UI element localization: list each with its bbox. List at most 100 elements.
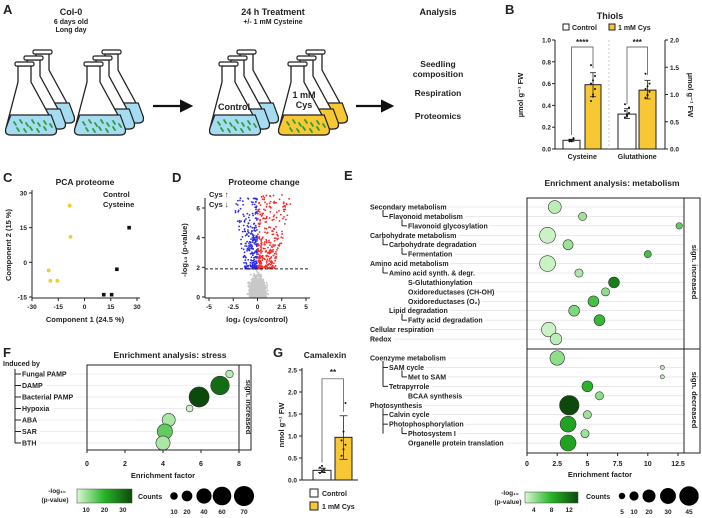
x-axis-label: Component 1 (24.5 %) <box>46 315 125 324</box>
data-point-down <box>250 256 253 259</box>
seedling <box>88 119 92 124</box>
size-legend-circle <box>660 488 676 504</box>
data-point-up <box>288 197 290 200</box>
size-legend-label: 30 <box>664 509 672 516</box>
seedling <box>247 120 251 125</box>
data-point-up <box>276 248 278 251</box>
data-point-up <box>267 267 270 270</box>
data-point-up <box>269 261 272 264</box>
y-tick-label: 30 <box>20 191 28 198</box>
data-point-down <box>254 224 257 227</box>
bubble <box>559 434 577 452</box>
data-point-down <box>248 244 250 247</box>
category-label: S-Glutathionylation <box>408 280 473 287</box>
data-point-down <box>245 218 247 220</box>
data-point-down <box>241 200 244 203</box>
data-point-down <box>248 247 251 250</box>
data-point-up <box>261 214 264 216</box>
data-point-ns <box>252 279 255 282</box>
data-point-down <box>243 215 245 218</box>
seedling <box>241 122 245 127</box>
flask-group-cysteine-front <box>277 61 331 136</box>
data-point-down <box>245 263 248 265</box>
data-point-down <box>246 224 249 227</box>
data-point-up <box>257 266 260 269</box>
data-point-up <box>269 200 272 203</box>
seedling <box>298 122 302 127</box>
data-point-up <box>282 201 285 204</box>
data-point-down <box>250 201 253 203</box>
data-point-down <box>255 208 257 211</box>
x-axis-label: Enrichment factor <box>568 470 632 479</box>
data-point-ns <box>255 284 258 287</box>
data-point <box>644 72 647 75</box>
seedling <box>309 128 313 133</box>
data-point-down <box>254 213 257 215</box>
size-legend-title: Counts <box>586 494 610 501</box>
size-legend-label: 5 <box>620 509 624 516</box>
data-point-down <box>256 235 258 238</box>
y-tick-label: 15 <box>20 225 28 232</box>
legend-swatch-cys <box>608 23 616 31</box>
data-point-up <box>260 252 262 254</box>
x-tick-label: 12.5 <box>671 461 685 468</box>
data-point-up <box>263 247 266 250</box>
data-point-up <box>259 245 262 248</box>
data-point-up <box>278 198 281 201</box>
data-point-up <box>261 236 264 239</box>
data-point-down <box>256 229 258 231</box>
data-point <box>644 96 647 99</box>
data-point-down <box>240 220 242 223</box>
data-point-up <box>274 244 276 246</box>
data-point-up <box>271 250 273 253</box>
flask-lip <box>296 55 317 61</box>
data-point-down <box>243 254 246 257</box>
bubble <box>574 268 584 278</box>
data-point-ns <box>257 277 260 280</box>
y-tick-label: 0 <box>196 295 200 302</box>
data-point <box>624 116 626 119</box>
data-point-down <box>249 241 252 244</box>
panel-d-volcano-chart: D Proteome change -5 -2.5 0 2.5 5 0 2 4 6 log₂ (cys… <box>172 170 310 324</box>
flask-liquid <box>73 114 127 136</box>
data-point-up <box>268 241 270 244</box>
data-point-up <box>273 240 276 242</box>
seedling <box>19 119 23 124</box>
data-point-up <box>265 240 268 243</box>
bubble <box>643 250 652 259</box>
size-legend-circle <box>212 486 232 506</box>
data-point-up <box>269 257 271 260</box>
data-point <box>626 113 628 116</box>
y-tick-label: 0 <box>23 260 27 267</box>
legend-label: Control <box>572 25 597 32</box>
seedling <box>43 126 47 131</box>
data-point-down <box>252 201 254 204</box>
data-point <box>590 64 592 67</box>
data-point-down <box>244 242 247 245</box>
data-point-ns <box>257 281 260 284</box>
legend-swatch-cys <box>309 501 319 511</box>
data-point-ns <box>262 283 265 286</box>
category-label: Fatty acid degradation <box>408 318 483 325</box>
category-label: SAR <box>22 429 37 436</box>
analysis-title: Analysis <box>419 7 456 17</box>
category-label: Flavonoid glycosylation <box>408 223 488 230</box>
data-point-down <box>247 198 250 200</box>
data-point <box>319 466 321 469</box>
data-point-up <box>269 244 271 247</box>
data-point-ns <box>264 286 267 289</box>
data-point-down <box>255 205 258 208</box>
data-point-up <box>275 225 277 228</box>
data-point-up <box>283 210 285 213</box>
data-point-down <box>250 232 253 234</box>
data-point-down <box>251 259 253 262</box>
data-point-down <box>248 249 251 252</box>
bubble <box>587 295 600 308</box>
data-point-up <box>273 252 276 255</box>
data-point-down <box>255 219 258 221</box>
data-point-down <box>253 256 255 259</box>
data-point-ns <box>249 273 252 276</box>
data-point-up <box>268 202 271 205</box>
data-point-up <box>282 217 284 220</box>
data-point-down <box>255 226 257 229</box>
